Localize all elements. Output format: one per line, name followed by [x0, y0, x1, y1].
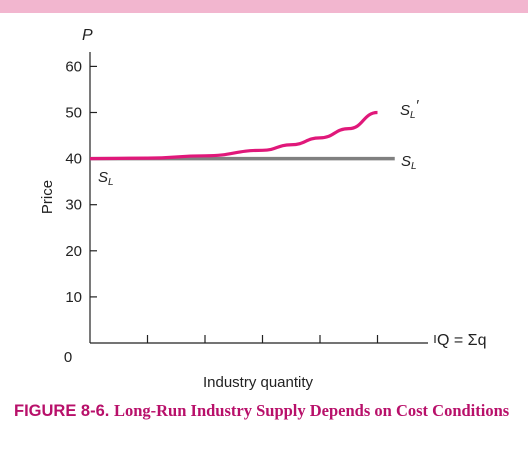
supply-chart: 10 20 30 40 50 60 P Q = Σq Price Industry qua…: [39, 27, 486, 391]
y-axis-symbol: P: [82, 27, 93, 44]
x-axis-label: Industry quantity: [203, 374, 314, 391]
series-label-sl-right: SL: [401, 153, 417, 172]
y-tick-label: 50: [65, 105, 82, 122]
top-color-band: [0, 0, 528, 13]
x-axis-symbol: Q = Σq: [437, 332, 486, 349]
axes: [89, 52, 428, 344]
chart-labels: P Q = Σq Price Industry quantity 0 SL SL…: [39, 27, 486, 391]
series-label-sl-left: SL: [98, 169, 114, 188]
series-lines: [89, 110, 395, 161]
y-tick-label: 60: [65, 58, 82, 75]
figure-number: FIGURE 8-6.: [14, 402, 110, 420]
y-axis-label: Price: [39, 180, 56, 214]
series-label-sl-prime: SL′: [400, 97, 420, 121]
origin-label: 0: [64, 349, 72, 366]
y-tick-label: 30: [65, 197, 82, 214]
y-tick-label: 40: [65, 151, 82, 168]
y-tick-label: 20: [65, 243, 82, 260]
figure-title: Long-Run Industry Supply Depends on Cost…: [113, 401, 510, 420]
figure-caption: FIGURE 8-6. Long-Run Industry Supply Dep…: [14, 400, 514, 422]
series-line-sl-prime: [89, 110, 378, 161]
y-tick-label: 10: [65, 289, 82, 306]
ticks: 10 20 30 40 50 60: [65, 58, 436, 343]
